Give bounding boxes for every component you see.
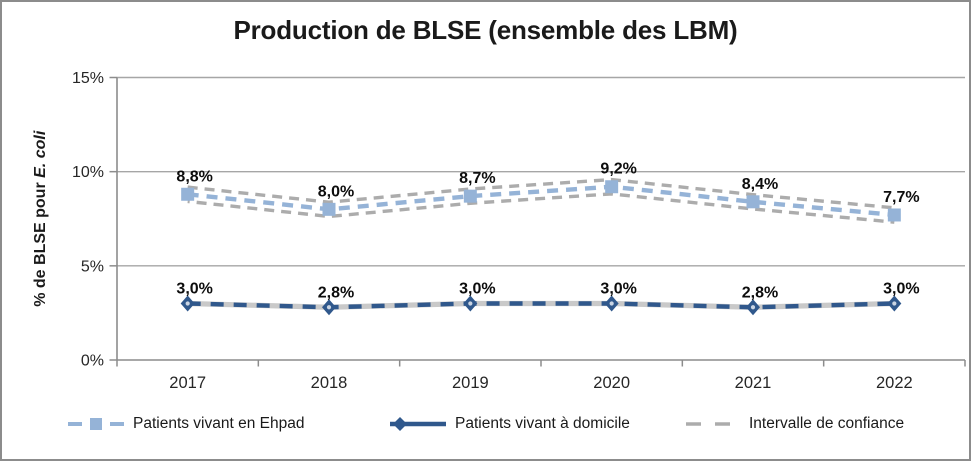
confidence-interval-line <box>187 192 895 224</box>
x-tick-label: 2018 <box>311 374 348 392</box>
data-label: 3,0% <box>459 281 495 298</box>
y-axis-title: % de BLSE pour E. coli <box>32 130 49 307</box>
marker-center-dot <box>185 301 190 306</box>
x-tick-label: 2017 <box>169 374 206 392</box>
marker-center-dot <box>609 301 614 306</box>
data-label: 9,2% <box>600 161 636 178</box>
data-label: 8,7% <box>459 170 495 187</box>
marker-center-dot <box>750 305 756 310</box>
data-point-marker <box>181 187 195 201</box>
data-label: 8,0% <box>318 183 354 200</box>
x-tick-label: 2020 <box>593 374 630 392</box>
series-line-ehpad <box>187 184 895 218</box>
data-point-marker <box>322 202 336 216</box>
y-tick-label: 0% <box>81 353 104 370</box>
x-tick-label: 2022 <box>876 374 913 392</box>
x-tick-label: 2021 <box>735 374 772 392</box>
marker-center-dot <box>326 305 332 310</box>
series-line-domicile <box>187 301 895 310</box>
data-label: 8,4% <box>742 176 778 193</box>
data-label: 7,7% <box>883 189 919 206</box>
data-point-marker <box>605 180 619 194</box>
data-label: 2,8% <box>318 284 354 301</box>
chart-title: Production de BLSE (ensemble des LBM) <box>233 15 738 45</box>
data-label: 3,0% <box>176 281 212 298</box>
data-label: 3,0% <box>600 281 636 298</box>
data-point-marker <box>463 189 477 203</box>
marker-center-dot <box>468 301 473 306</box>
data-label: 3,0% <box>883 281 919 298</box>
confidence-interval-line <box>187 177 895 210</box>
x-tick-label: 2019 <box>452 374 489 392</box>
data-label: 2,8% <box>742 284 778 301</box>
data-point-marker <box>746 195 760 209</box>
data-label: 8,8% <box>176 168 212 185</box>
y-tick-label: 15% <box>72 70 104 87</box>
data-point-marker <box>887 208 901 222</box>
marker-center-dot <box>892 301 897 306</box>
y-tick-label: 5% <box>81 258 104 275</box>
y-tick-label: 10% <box>72 164 104 181</box>
